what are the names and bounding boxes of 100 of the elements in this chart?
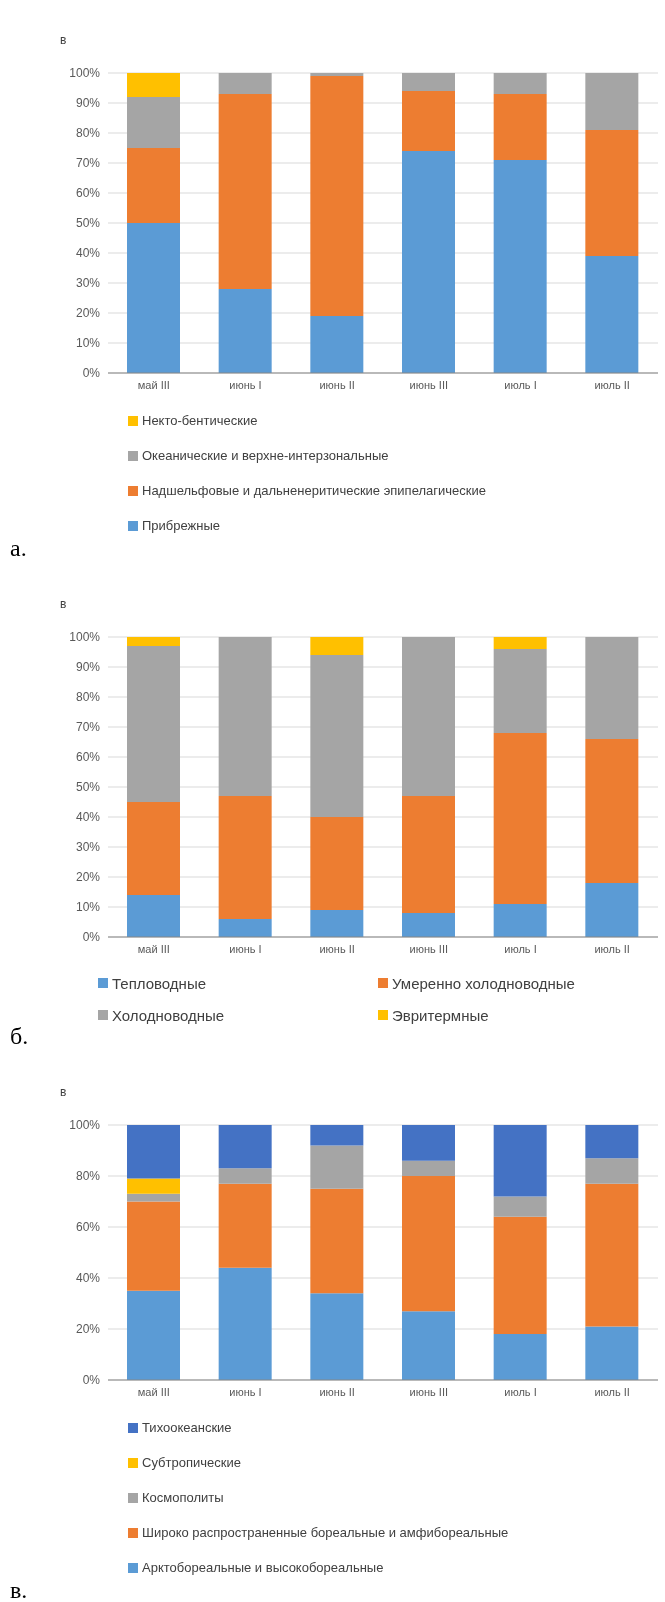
bar	[493, 160, 547, 373]
legend-label: Арктобореальные и высокобореальные	[142, 1560, 384, 1575]
y-tick-label: 70%	[75, 720, 101, 735]
x-tick-label: июнь I	[229, 942, 262, 955]
bar	[310, 655, 364, 817]
y-tick-label: 90%	[75, 660, 101, 675]
bar	[585, 883, 639, 937]
y-tick-label: 60%	[75, 186, 101, 201]
legend-label: Умеренно холодноводные	[392, 974, 575, 992]
y-tick-label: 0%	[82, 366, 101, 381]
bar	[310, 1293, 364, 1380]
bar	[493, 1334, 547, 1380]
bar	[585, 637, 639, 739]
x-tick-label: июнь III	[409, 1385, 449, 1398]
y-axis-title: в	[60, 597, 67, 611]
bar	[218, 796, 272, 919]
x-tick-label: июль I	[504, 942, 537, 955]
legend-label: Космополиты	[142, 1490, 224, 1505]
bar	[310, 1145, 364, 1189]
x-tick-label: июль II	[594, 1385, 630, 1398]
y-tick-label: 40%	[75, 246, 101, 261]
y-tick-label: 20%	[75, 1322, 101, 1337]
x-tick-label: июнь I	[229, 378, 262, 391]
bar	[493, 904, 547, 937]
y-tick-label: 10%	[75, 336, 101, 351]
bar	[585, 1326, 639, 1380]
bar	[218, 637, 272, 796]
bar	[127, 646, 180, 802]
bar	[402, 73, 455, 91]
text: б.	[9, 1023, 30, 1050]
y-axis-title: в	[60, 1085, 67, 1099]
legend-label: Океанические и верхне-интерзональные	[142, 448, 389, 463]
bar	[127, 1290, 180, 1380]
x-tick-label: май III	[137, 378, 170, 391]
bar	[493, 1196, 547, 1217]
bar	[402, 1311, 455, 1380]
bar	[218, 1168, 272, 1184]
x-tick-label: май III	[137, 1385, 170, 1398]
legend-label: Широко распространенные бореальные и амфибореальные	[142, 1525, 509, 1540]
x-tick-label: июнь II	[319, 1385, 355, 1398]
bar	[127, 97, 180, 148]
y-tick-label: 100%	[69, 630, 101, 645]
x-tick-label: июль I	[504, 1385, 537, 1398]
x-tick-label: июль II	[594, 378, 630, 391]
bar	[127, 1201, 180, 1291]
legend-label: Прибрежные	[142, 518, 221, 533]
bar	[127, 223, 180, 373]
bar	[493, 733, 547, 904]
bar	[218, 919, 272, 937]
bar	[585, 1183, 639, 1327]
bar	[127, 637, 180, 646]
x-tick-label: июнь II	[319, 378, 355, 391]
y-tick-label: 90%	[75, 96, 101, 111]
bar	[310, 1125, 364, 1146]
bar	[310, 76, 364, 316]
y-tick-label: 20%	[75, 306, 101, 321]
bar	[585, 739, 639, 883]
bar	[402, 91, 455, 151]
bar	[585, 256, 639, 373]
bar	[310, 637, 364, 655]
bar	[585, 73, 639, 130]
bar	[585, 1158, 639, 1184]
y-tick-label: 30%	[75, 276, 101, 291]
y-tick-label: 0%	[82, 1373, 101, 1388]
bar	[493, 73, 547, 94]
y-tick-label: 70%	[75, 156, 101, 171]
y-tick-label: 0%	[82, 930, 101, 945]
bar	[218, 289, 272, 373]
x-tick-label: май III	[137, 942, 170, 955]
legend-label: Субтропические	[142, 1455, 241, 1470]
y-tick-label: 80%	[75, 690, 101, 705]
bar	[402, 796, 455, 913]
bar	[402, 913, 455, 937]
bar	[493, 637, 547, 649]
bar	[402, 1160, 455, 1176]
bar	[127, 148, 180, 223]
bar	[493, 649, 547, 733]
bar	[127, 1193, 180, 1202]
y-tick-label: 20%	[75, 870, 101, 885]
bar	[493, 94, 547, 160]
bar	[127, 1178, 180, 1194]
bar	[127, 895, 180, 937]
legend-label: Надшельфовые и дальненеритические эпипелагические	[142, 483, 486, 498]
bar	[218, 1267, 272, 1380]
bar	[585, 130, 639, 256]
x-tick-label: июль I	[504, 378, 537, 391]
text: а.	[9, 535, 28, 562]
bar	[127, 1125, 180, 1179]
y-tick-label: 30%	[75, 840, 101, 855]
bar	[585, 1125, 639, 1159]
bar	[402, 637, 455, 796]
y-tick-label: 60%	[75, 750, 101, 765]
bar	[310, 73, 364, 76]
y-tick-label: 60%	[75, 1220, 101, 1235]
bar	[127, 73, 180, 97]
x-tick-label: июнь III	[409, 378, 449, 391]
legend-label: Тихоокеанские	[142, 1420, 232, 1435]
bar	[218, 1183, 272, 1268]
text: в.	[9, 1577, 29, 1602]
bar	[218, 94, 272, 289]
